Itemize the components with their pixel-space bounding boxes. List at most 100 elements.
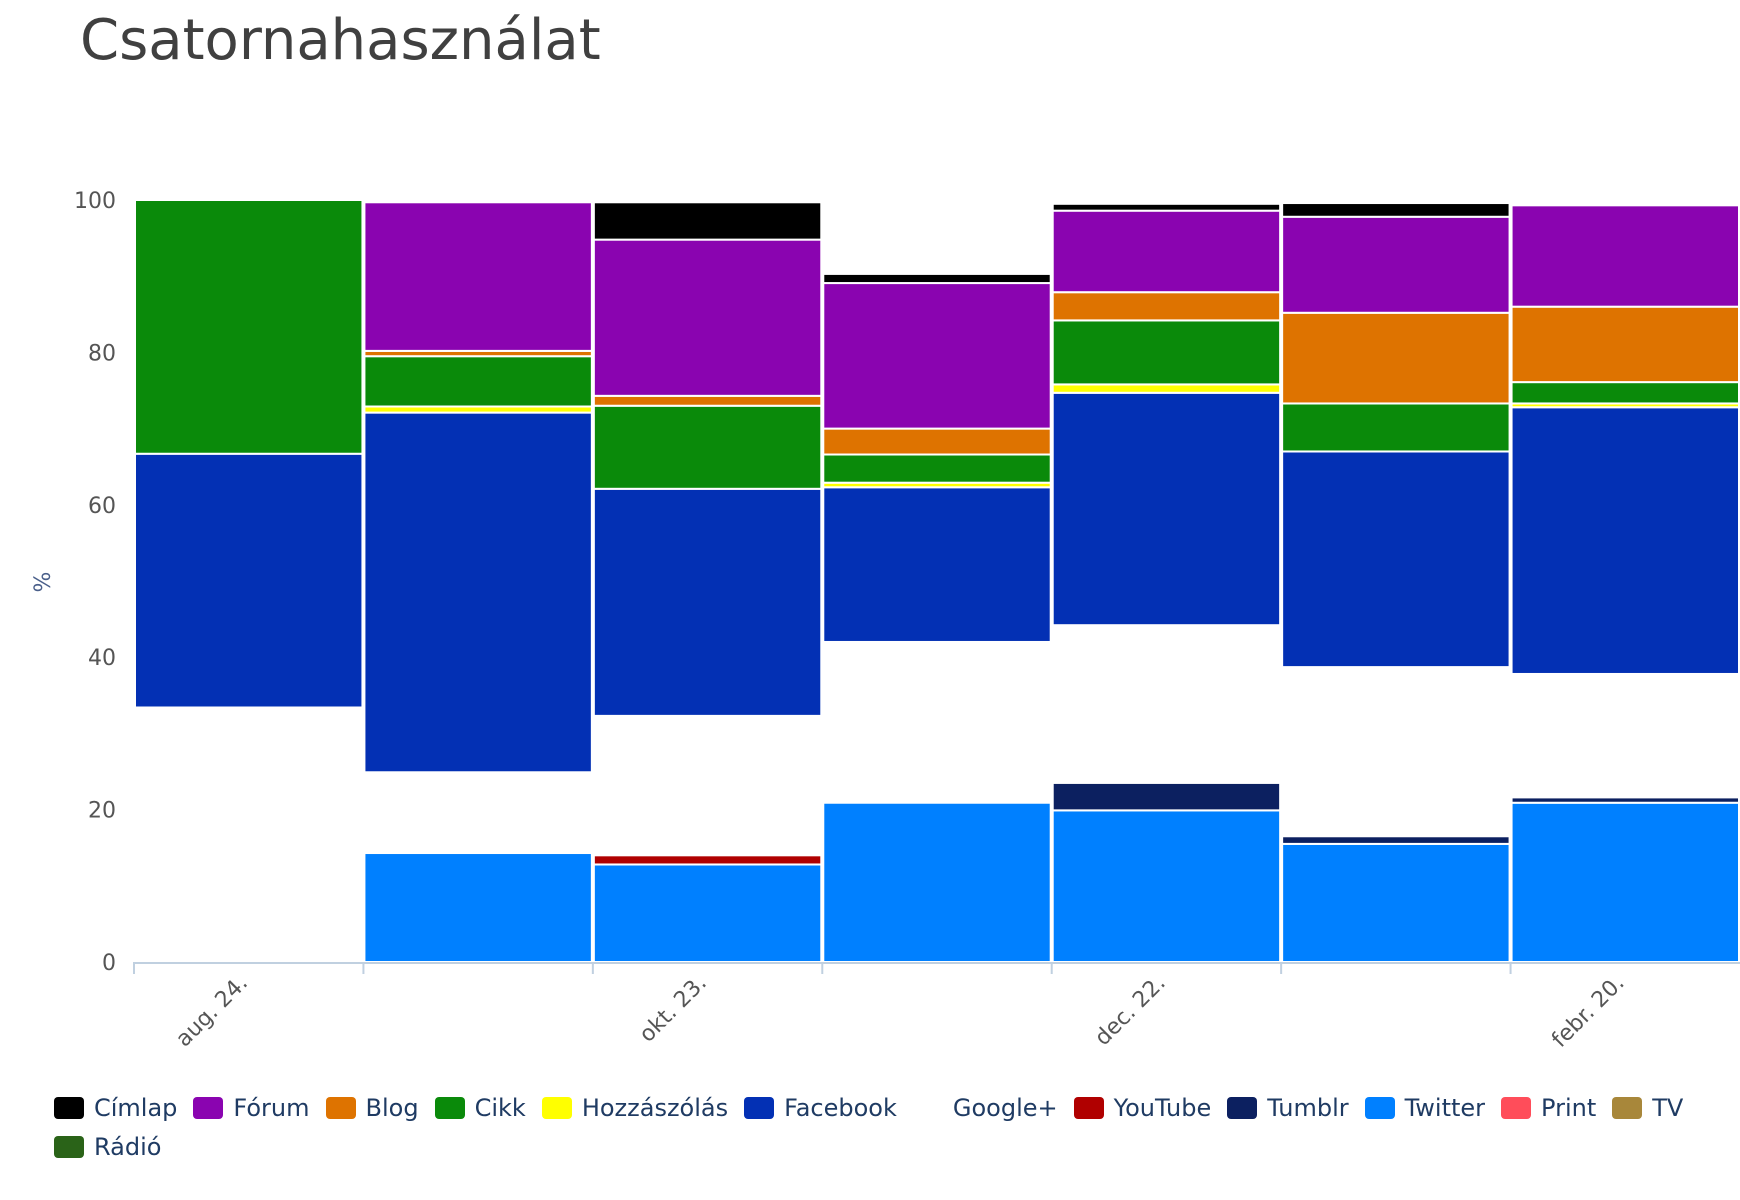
bar-facebook-3 xyxy=(822,486,1052,643)
legend-item-tumblr[interactable]: Tumblr xyxy=(1227,1090,1349,1126)
bar-cikk-3 xyxy=(822,453,1052,484)
legend-item-blog[interactable]: Blog xyxy=(325,1090,419,1126)
legend-item-f-rum[interactable]: Fórum xyxy=(193,1090,310,1126)
bar-f-rum-5 xyxy=(1281,215,1511,314)
bar-google--5 xyxy=(1282,667,1510,837)
legend-label: Címlap xyxy=(94,1094,178,1122)
y-tick-label-80: 80 xyxy=(88,341,116,366)
legend-swatch xyxy=(434,1097,465,1119)
bar-google--0 xyxy=(135,707,363,962)
y-axis-label: % xyxy=(31,572,56,593)
bars-layer xyxy=(134,199,1740,964)
legend-label: Twitter xyxy=(1404,1094,1486,1122)
legend-swatch xyxy=(541,1097,572,1119)
legend-swatch xyxy=(1073,1097,1104,1119)
legend-label: Rádió xyxy=(94,1133,162,1161)
chart-title: Csatornahasználat xyxy=(80,8,601,73)
bar-f-rum-1 xyxy=(363,201,593,352)
legend-label: Cikk xyxy=(474,1094,526,1122)
bar-blog-5 xyxy=(1281,311,1511,405)
legend-label: Facebook xyxy=(784,1094,897,1122)
x-tick-label-0: aug. 24. xyxy=(171,971,253,1053)
bar-cikk-1 xyxy=(363,355,593,408)
legend-swatch xyxy=(1612,1097,1643,1119)
legend-item-cikk[interactable]: Cikk xyxy=(434,1090,526,1126)
legend-item-c-mlap[interactable]: Címlap xyxy=(54,1090,177,1126)
legend-item-facebook[interactable]: Facebook xyxy=(744,1090,897,1126)
legend-label: Print xyxy=(1541,1094,1597,1122)
y-tick-label-60: 60 xyxy=(88,494,116,519)
legend-swatch xyxy=(1227,1097,1258,1119)
y-tick-label-0: 0 xyxy=(102,951,116,976)
legend-label: Google+ xyxy=(952,1094,1058,1122)
bar-cikk-6 xyxy=(1510,381,1740,405)
bar-facebook-6 xyxy=(1510,406,1740,675)
bar-c-mlap-2 xyxy=(592,201,823,241)
y-tick-label-40: 40 xyxy=(88,646,116,671)
legend-swatch xyxy=(193,1097,224,1119)
bar-facebook-5 xyxy=(1281,450,1511,669)
legend-item-r-di-[interactable]: Rádió xyxy=(54,1129,161,1165)
legend-swatch xyxy=(1501,1097,1532,1119)
bar-f-rum-4 xyxy=(1051,209,1282,294)
x-tick-label-6: febr. 20. xyxy=(1547,971,1629,1053)
bar-c-mlap-3 xyxy=(822,272,1052,285)
y-tick-label-100: 100 xyxy=(74,189,116,214)
bar-google--4 xyxy=(1052,625,1281,783)
bar-f-rum-3 xyxy=(822,282,1052,430)
legend-swatch xyxy=(912,1097,943,1119)
bar-f-rum-6 xyxy=(1510,204,1740,308)
legend-swatch xyxy=(325,1097,356,1119)
bar-google--6 xyxy=(1511,673,1739,798)
bar-twitter-2 xyxy=(592,863,823,963)
bar-facebook-0 xyxy=(134,452,364,709)
bar-hozz-sz-l-s-4 xyxy=(1051,383,1282,394)
bar-twitter-6 xyxy=(1510,801,1740,963)
legend: Címlap Fórum Blog Cikk Hozzászólás Facebook Go… xyxy=(54,1090,1714,1168)
bar-tumblr-4 xyxy=(1051,781,1282,812)
bar-facebook-4 xyxy=(1051,391,1282,627)
legend-item-tv[interactable]: TV xyxy=(1612,1090,1683,1126)
legend-label: TV xyxy=(1652,1094,1684,1122)
bar-twitter-5 xyxy=(1281,842,1511,964)
legend-label: Tumblr xyxy=(1267,1094,1349,1122)
bar-cikk-2 xyxy=(592,404,823,490)
bar-youtube-2 xyxy=(592,854,823,866)
bar-blog-3 xyxy=(822,427,1052,456)
bar-google--3 xyxy=(823,641,1051,803)
legend-item-print[interactable]: Print xyxy=(1501,1090,1596,1126)
legend-label: YouTube xyxy=(1113,1094,1212,1122)
bar-facebook-1 xyxy=(363,411,593,774)
legend-swatch xyxy=(1364,1097,1395,1119)
legend-swatch xyxy=(54,1097,84,1119)
x-tick-label-2: okt. 23. xyxy=(635,971,712,1048)
bar-blog-2 xyxy=(592,394,823,407)
bar-tumblr-5 xyxy=(1281,835,1511,845)
bar-cikk-4 xyxy=(1051,319,1282,386)
legend-label: Hozzászólás xyxy=(581,1094,729,1122)
bar-cikk-5 xyxy=(1281,402,1511,453)
x-tick-label-4: dec. 22. xyxy=(1090,971,1170,1051)
legend-swatch xyxy=(54,1136,84,1158)
y-tick-label-20: 20 xyxy=(88,799,116,824)
bar-google--1 xyxy=(364,772,592,854)
bar-twitter-1 xyxy=(363,852,593,963)
bar-twitter-4 xyxy=(1051,809,1282,963)
bar-blog-6 xyxy=(1510,305,1740,384)
bar-c-mlap-4 xyxy=(1051,202,1282,212)
legend-label: Blog xyxy=(365,1094,419,1122)
legend-item-hozz-sz-l-s[interactable]: Hozzászólás xyxy=(541,1090,729,1126)
bar-c-mlap-5 xyxy=(1281,202,1511,218)
bar-twitter-3 xyxy=(822,801,1052,963)
legend-item-twitter[interactable]: Twitter xyxy=(1364,1090,1486,1126)
bar-f-rum-2 xyxy=(592,238,823,397)
bar-cikk-0 xyxy=(134,199,364,455)
bar-facebook-2 xyxy=(592,487,823,717)
bar-blog-4 xyxy=(1051,291,1282,322)
legend-item-youtube[interactable]: YouTube xyxy=(1073,1090,1212,1126)
legend-swatch xyxy=(744,1097,775,1119)
bar-tumblr-6 xyxy=(1510,796,1740,804)
legend-item-google-[interactable]: Google+ xyxy=(912,1090,1058,1126)
bar-google--2 xyxy=(593,715,822,856)
